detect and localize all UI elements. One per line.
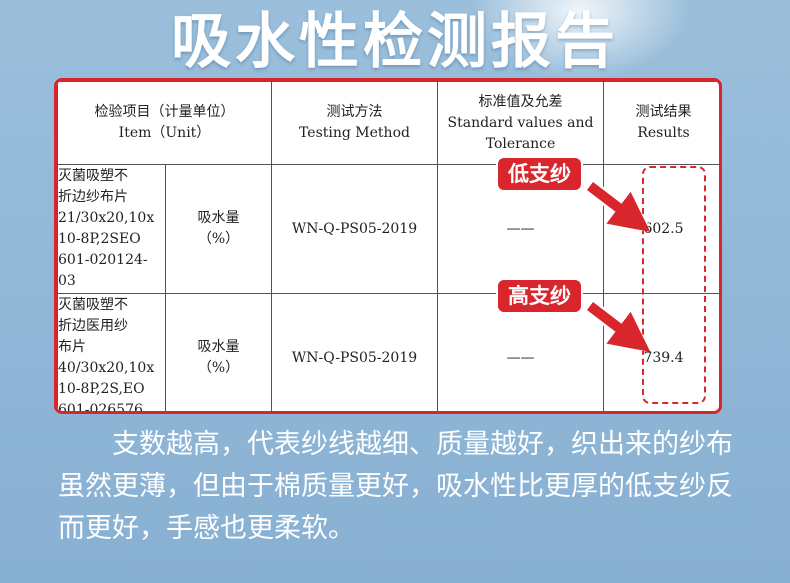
header-standard: 标准值及允差 Standard values and Tolerance [437, 81, 604, 165]
row-property: 吸水量 （%） [165, 293, 272, 411]
header-method: 测试方法 Testing Method [271, 81, 438, 165]
table-header-row: 检验项目（计量单位） Item（Unit） 测试方法 Testing Metho… [57, 81, 719, 165]
row-property: 吸水量 （%） [165, 164, 272, 294]
caption-text: 支数越高，代表纱线越细、质量越好，织出来的纱布虽然更薄，但由于棉质量更好，吸水性… [58, 429, 733, 544]
header-results: 测试结果 Results [603, 81, 719, 165]
page-title: 吸水性检测报告 [171, 7, 619, 77]
background-glow [470, 0, 690, 80]
table-row: 灭菌吸塑不 折边纱布片 21/30x20,10x 10-8P,2SEO 601-… [57, 164, 719, 294]
high-count-callout: 高支纱 [498, 280, 581, 312]
row-standard: —— [437, 293, 604, 411]
low-count-callout: 低支纱 [498, 158, 581, 190]
red-arrow-icon [586, 182, 651, 232]
red-arrow-icon [586, 302, 651, 352]
row-description: 灭菌吸塑不 折边纱布片 21/30x20,10x 10-8P,2SEO 601-… [57, 164, 166, 294]
row-method: WN-Q-PS05-2019 [271, 293, 438, 411]
results-highlight-box [642, 166, 706, 404]
